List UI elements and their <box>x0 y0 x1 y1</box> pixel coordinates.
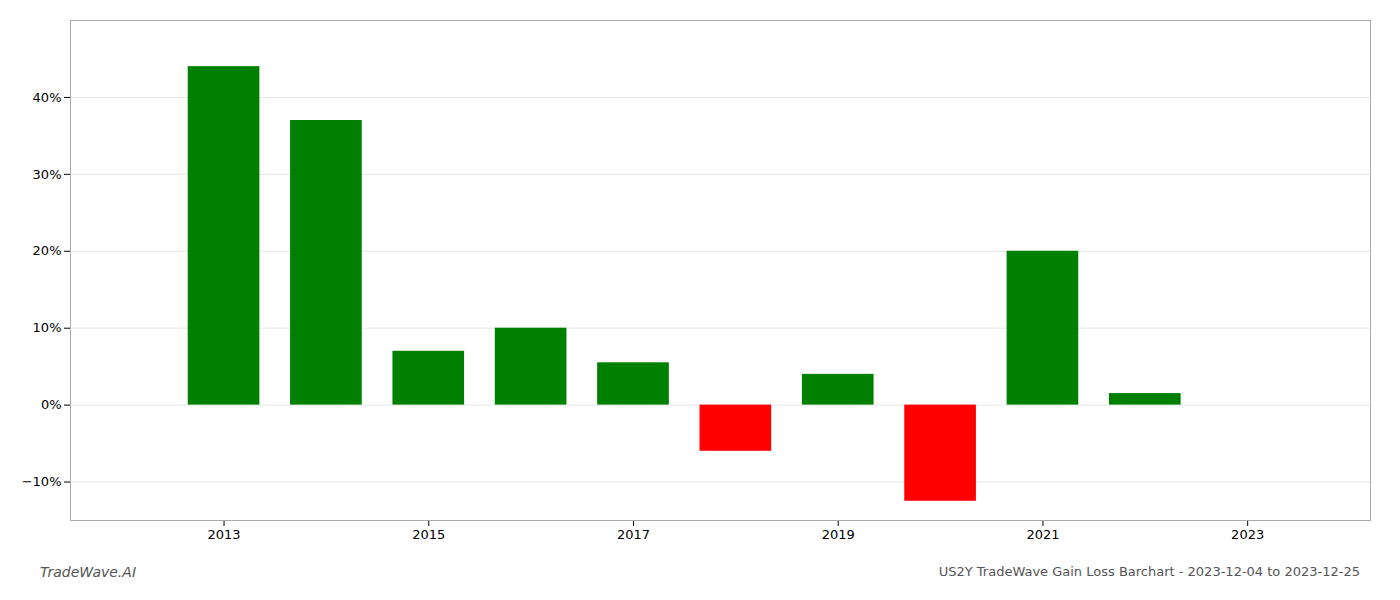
svg-text:2021: 2021 <box>1026 527 1059 542</box>
html-text:TradeWave.AI: TradeWave.AI <box>40 564 136 580</box>
svg-text:0%: 0% <box>41 397 62 412</box>
svg-text:2017: 2017 <box>617 527 650 542</box>
html-text:US2Y TradeWave Gain Loss Barch: US2Y TradeWave Gain Loss Barchart - 2023… <box>938 564 1360 579</box>
svg-text:2015: 2015 <box>412 527 445 542</box>
svg-text:2019: 2019 <box>822 527 855 542</box>
svg-text:2013: 2013 <box>207 527 240 542</box>
svg-text:−10%: −10% <box>22 474 62 489</box>
svg-text:10%: 10% <box>33 320 62 335</box>
svg-text:40%: 40% <box>33 90 62 105</box>
svg-text:20%: 20% <box>33 243 62 258</box>
svg-text:2023: 2023 <box>1231 527 1264 542</box>
svg-text:30%: 30% <box>33 167 62 182</box>
